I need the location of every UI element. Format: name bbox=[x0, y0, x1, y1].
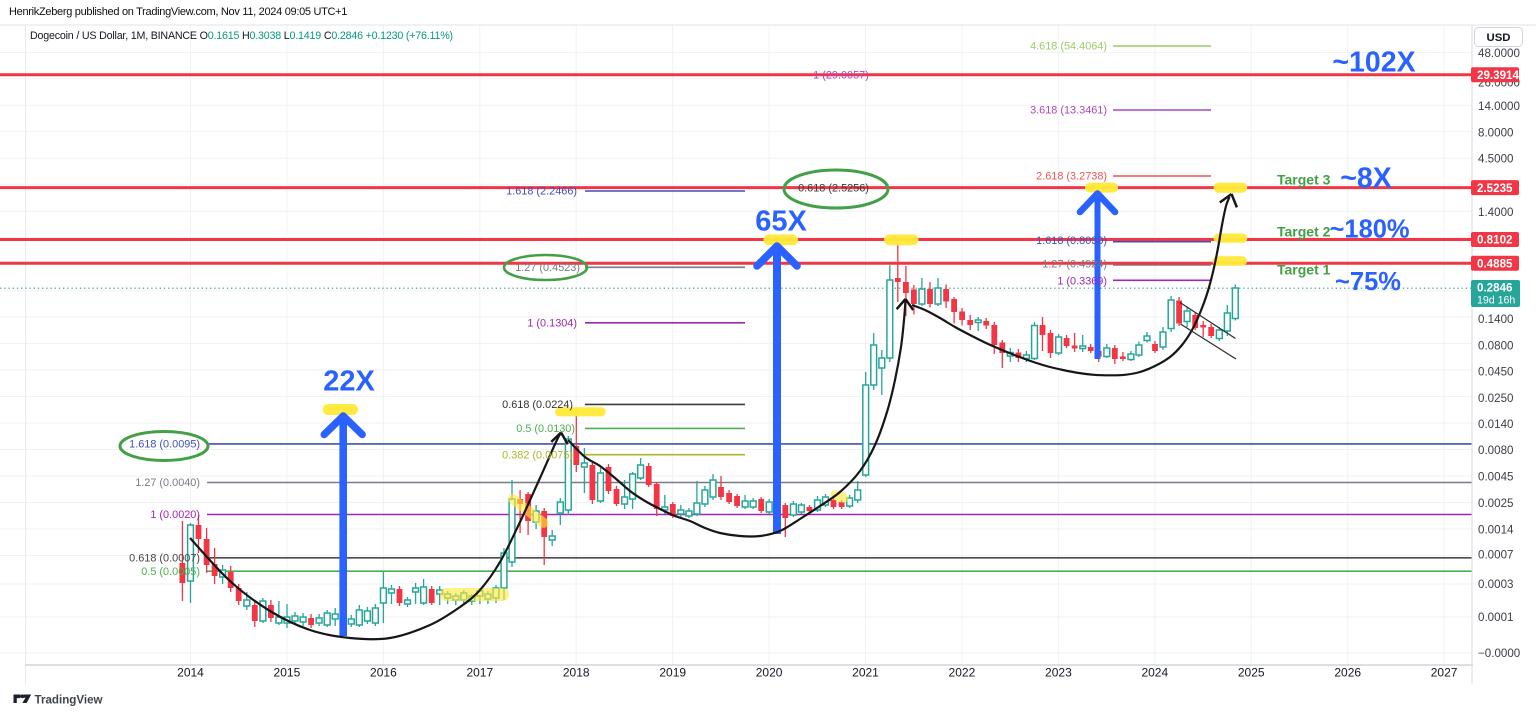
svg-text:0.8102: 0.8102 bbox=[1477, 234, 1512, 247]
svg-text:0.0140: 0.0140 bbox=[1478, 418, 1513, 431]
svg-text:Target 2: Target 2 bbox=[1277, 223, 1331, 239]
svg-text:2020: 2020 bbox=[756, 666, 783, 680]
svg-text:1 (29.0057): 1 (29.0057) bbox=[813, 70, 869, 82]
svg-text:1 (0.3369): 1 (0.3369) bbox=[1057, 275, 1107, 287]
svg-text:2015: 2015 bbox=[274, 666, 301, 680]
svg-text:2.5235: 2.5235 bbox=[1477, 182, 1513, 195]
svg-text:1 (0.0020): 1 (0.0020) bbox=[150, 509, 200, 521]
svg-text:22X: 22X bbox=[323, 366, 375, 398]
svg-text:65X: 65X bbox=[755, 206, 807, 238]
svg-text:0.0250: 0.0250 bbox=[1478, 392, 1513, 405]
svg-text:2014: 2014 bbox=[177, 666, 204, 680]
svg-text:0.1400: 0.1400 bbox=[1478, 313, 1513, 326]
svg-text:1.27 (0.4924): 1.27 (0.4924) bbox=[1042, 258, 1107, 270]
svg-text:1 (0.1304): 1 (0.1304) bbox=[527, 318, 577, 330]
svg-text:2026: 2026 bbox=[1334, 666, 1361, 680]
svg-text:2023: 2023 bbox=[1045, 666, 1072, 680]
svg-text:0.5 (0.0005): 0.5 (0.0005) bbox=[141, 566, 200, 578]
svg-text:~102X: ~102X bbox=[1332, 47, 1415, 79]
svg-text:14.0000: 14.0000 bbox=[1478, 100, 1520, 113]
svg-text:0.0003: 0.0003 bbox=[1478, 578, 1513, 591]
svg-text:0.4885: 0.4885 bbox=[1477, 257, 1513, 270]
svg-text:Target 3: Target 3 bbox=[1277, 171, 1331, 187]
svg-text:2017: 2017 bbox=[466, 666, 493, 680]
svg-text:8.0000: 8.0000 bbox=[1478, 127, 1513, 140]
svg-text:0.5 (0.0130): 0.5 (0.0130) bbox=[516, 423, 575, 435]
svg-text:0.0014: 0.0014 bbox=[1478, 524, 1514, 537]
svg-text:2024: 2024 bbox=[1141, 666, 1168, 680]
svg-text:Target 1: Target 1 bbox=[1277, 262, 1331, 278]
svg-text:~8X: ~8X bbox=[1340, 163, 1392, 195]
svg-text:0.2846: 0.2846 bbox=[1477, 282, 1513, 295]
svg-text:0.618 (0.0007): 0.618 (0.0007) bbox=[129, 553, 200, 565]
svg-text:2025: 2025 bbox=[1238, 666, 1265, 680]
svg-text:2019: 2019 bbox=[659, 666, 686, 680]
svg-text:4.5000: 4.5000 bbox=[1478, 153, 1513, 166]
svg-text:HenrikZeberg published on Trad: HenrikZeberg published on TradingView.co… bbox=[9, 6, 347, 18]
svg-text:1.27 (0.0040): 1.27 (0.0040) bbox=[135, 477, 200, 489]
svg-text:0.618 (0.0224): 0.618 (0.0224) bbox=[502, 399, 573, 411]
svg-text:1.618 (0.8030): 1.618 (0.8030) bbox=[1036, 235, 1107, 247]
svg-text:0.382 (0.0075): 0.382 (0.0075) bbox=[502, 449, 573, 461]
svg-text:0.0007: 0.0007 bbox=[1478, 549, 1513, 562]
svg-text:3.618 (13.3461): 3.618 (13.3461) bbox=[1030, 105, 1107, 117]
svg-text:~75%: ~75% bbox=[1335, 268, 1401, 296]
svg-text:0.0450: 0.0450 bbox=[1478, 366, 1513, 379]
svg-text:−0.0000: −0.0000 bbox=[1478, 647, 1520, 660]
svg-text:2016: 2016 bbox=[370, 666, 397, 680]
svg-text:19d 16h: 19d 16h bbox=[1477, 295, 1515, 307]
svg-text:48.0000: 48.0000 bbox=[1478, 47, 1520, 60]
svg-text:1.4000: 1.4000 bbox=[1478, 206, 1513, 219]
svg-text:0.0025: 0.0025 bbox=[1478, 497, 1513, 510]
svg-text:TradingView: TradingView bbox=[35, 693, 104, 706]
svg-text:0.0045: 0.0045 bbox=[1478, 471, 1513, 484]
svg-text:~180%: ~180% bbox=[1330, 216, 1410, 244]
svg-text:Dogecoin / US Dollar, 1M, BINA: Dogecoin / US Dollar, 1M, BINANCE O0.161… bbox=[30, 30, 453, 42]
svg-text:4.618 (54.4064): 4.618 (54.4064) bbox=[1030, 41, 1107, 53]
svg-text:1.27 (0.4523): 1.27 (0.4523) bbox=[515, 262, 580, 274]
svg-text:0.0800: 0.0800 bbox=[1478, 340, 1513, 353]
svg-text:2021: 2021 bbox=[852, 666, 879, 680]
svg-text:2022: 2022 bbox=[949, 666, 976, 680]
svg-text:1.618 (2.2466): 1.618 (2.2466) bbox=[506, 186, 577, 198]
svg-text:0.0080: 0.0080 bbox=[1478, 444, 1513, 457]
svg-text:2.618 (3.2738): 2.618 (3.2738) bbox=[1036, 171, 1107, 183]
svg-text:2018: 2018 bbox=[563, 666, 590, 680]
svg-text:USD: USD bbox=[1486, 32, 1510, 44]
svg-text:2027: 2027 bbox=[1431, 666, 1458, 680]
svg-text:0.618 (2.5256): 0.618 (2.5256) bbox=[798, 183, 869, 195]
svg-text:29.3914: 29.3914 bbox=[1477, 69, 1519, 82]
svg-text:1.618 (0.0095): 1.618 (0.0095) bbox=[129, 439, 200, 451]
svg-text:0.0001: 0.0001 bbox=[1478, 611, 1513, 624]
